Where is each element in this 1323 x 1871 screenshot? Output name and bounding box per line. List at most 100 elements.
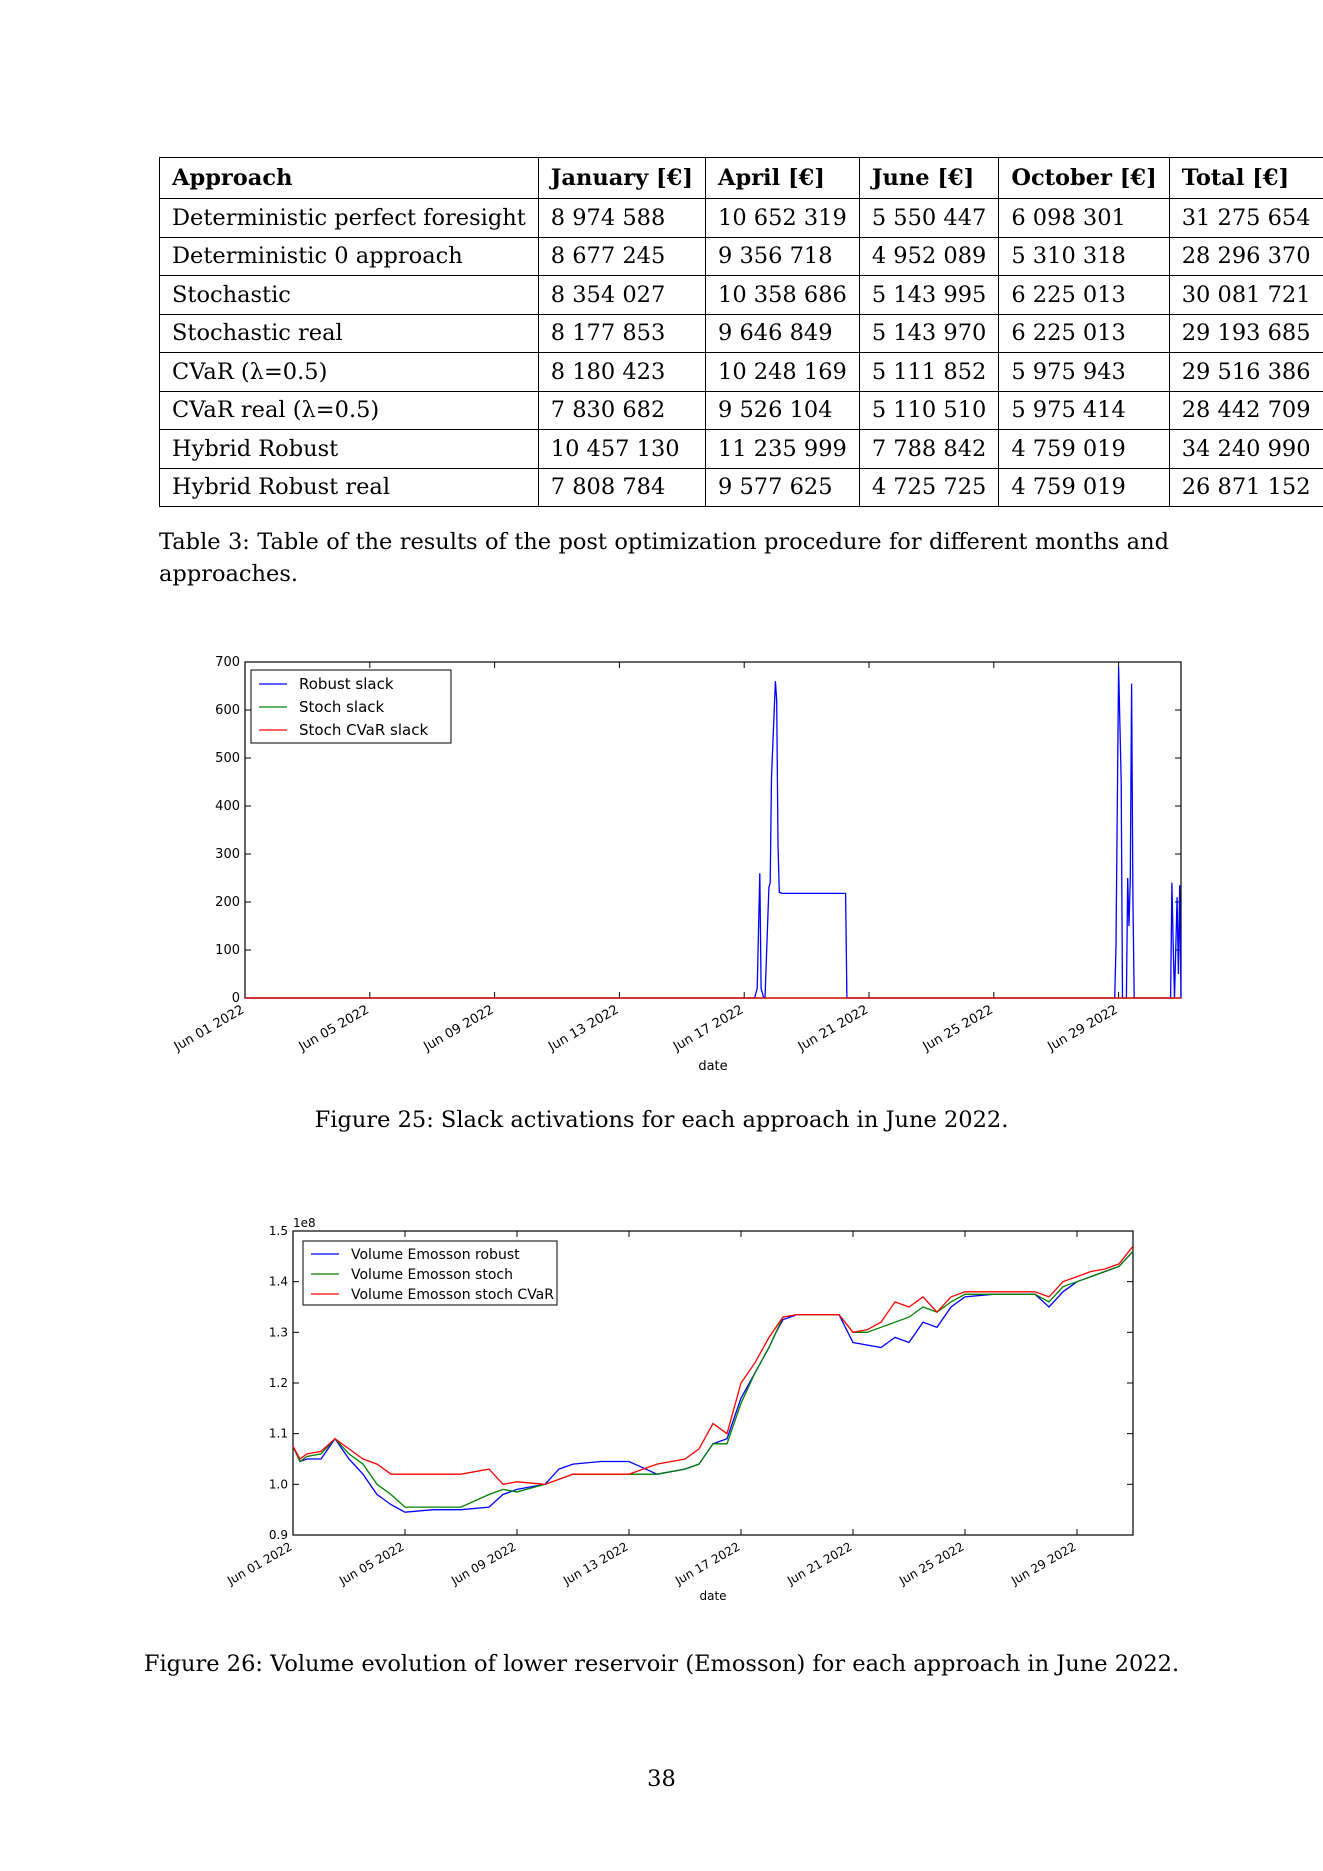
series-line-2: [292, 1245, 1134, 1486]
table-header-cell: April [€]: [705, 157, 860, 199]
x-tick-label: Jun 29 2022: [1008, 1539, 1078, 1588]
figure-26-volume-chart: 0.9 1.0 1.1 1.2 1.3 1.4 1.5 Jun 01 2022 Jun 05 2…: [224, 1216, 1134, 1603]
table-row: Stochastic real 8 177 853 9 646 849 5 143 9…: [159, 313, 1323, 353]
results-table: Approach January [€] April [€] June [€] Octo…: [159, 157, 1323, 507]
approach-cell: Hybrid Robust: [159, 429, 539, 469]
table-row: Hybrid Robust real 7 808 784 9 577 625 4 72…: [159, 467, 1323, 507]
approach-cell: Stochastic: [159, 275, 539, 315]
value-cell: 8 177 853: [537, 313, 707, 353]
approach-cell: Stochastic real: [159, 313, 539, 353]
x-tick-label: Jun 01 2022: [171, 1002, 247, 1055]
value-cell: 5 975 943: [998, 352, 1170, 392]
table-header-cell: October [€]: [998, 157, 1170, 199]
x-tick-label: Jun 21 2022: [784, 1539, 854, 1588]
x-tick-label: Jun 29 2022: [1045, 1002, 1121, 1055]
legend: Robust slack Stoch slack Stoch CVaR slack: [250, 669, 452, 744]
value-cell: 4 952 089: [858, 236, 1000, 276]
value-cell: 8 180 423: [537, 352, 707, 392]
x-tick-label: Jun 25 2022: [896, 1539, 966, 1588]
value-cell: 5 143 995: [858, 275, 1000, 315]
approach-cell: CVaR (λ=0.5): [159, 352, 539, 392]
series-line-1: [292, 1250, 1134, 1508]
y-tick-label: 700: [215, 655, 240, 670]
y-tick-label: 1.5: [269, 1224, 288, 1238]
value-cell: 7 788 842: [858, 429, 1000, 469]
table-header-row: Approach January [€] April [€] June [€] Octo…: [159, 157, 1323, 199]
y-scale-label: 1e8: [293, 1216, 316, 1230]
x-axis-label: date: [699, 1589, 726, 1603]
figure-25-caption: Figure 25: Slack activations for each ap…: [314, 1107, 1009, 1133]
legend-label: Volume Emosson stoch CVaR: [351, 1287, 554, 1303]
x-tick-label: Jun 17 2022: [670, 1002, 746, 1055]
table-header-cell: Total [€]: [1168, 157, 1323, 199]
value-cell: 4 759 019: [998, 429, 1170, 469]
value-cell: 5 143 970: [858, 313, 1000, 353]
value-cell: 4 759 019: [998, 467, 1170, 507]
page-number: 38: [647, 1766, 676, 1792]
value-cell: 6 225 013: [998, 313, 1170, 353]
x-tick-label: Jun 01 2022: [224, 1539, 294, 1588]
figure-26-caption: Figure 26: Volume evolution of lower res…: [143, 1651, 1180, 1677]
value-cell: 6 225 013: [998, 275, 1170, 315]
value-cell: 5 111 852: [858, 352, 1000, 392]
value-cell: 11 235 999: [705, 429, 860, 469]
table-row: Deterministic 0 approach 8 677 245 9 356 7…: [159, 236, 1323, 276]
x-tick-label: Jun 17 2022: [672, 1539, 742, 1588]
value-cell: 29 516 386: [1168, 352, 1323, 392]
value-cell: 9 577 625: [705, 467, 860, 507]
legend-label: Stoch CVaR slack: [299, 721, 428, 739]
table-header-cell: January [€]: [537, 157, 707, 199]
value-cell: 8 354 027: [537, 275, 707, 315]
y-tick-label: 1.4: [269, 1275, 288, 1289]
legend: Volume Emosson robust Volume Emosson stoc…: [302, 1240, 558, 1306]
value-cell: 5 975 414: [998, 390, 1170, 430]
y-tick-label: 500: [215, 751, 240, 766]
x-tick-label: Jun 13 2022: [560, 1539, 630, 1588]
y-tick-label: 0.9: [269, 1528, 288, 1542]
value-cell: 9 526 104: [705, 390, 860, 430]
y-tick-label: 300: [215, 847, 240, 862]
value-cell: 7 830 682: [537, 390, 707, 430]
value-cell: 31 275 654: [1168, 198, 1323, 238]
table-row: Stochastic 8 354 027 10 358 686 5 143 995 6 …: [159, 275, 1323, 315]
value-cell: 26 871 152: [1168, 467, 1323, 507]
legend-label: Volume Emosson stoch: [351, 1267, 513, 1283]
x-tick-label: Jun 09 2022: [421, 1002, 497, 1055]
value-cell: 7 808 784: [537, 467, 707, 507]
value-cell: 10 358 686: [705, 275, 860, 315]
y-tick-label: 400: [215, 799, 240, 814]
x-tick-label: Jun 21 2022: [795, 1002, 871, 1055]
value-cell: 5 550 447: [858, 198, 1000, 238]
value-cell: 10 457 130: [537, 429, 707, 469]
table-body: Deterministic perfect foresight 8 974 588…: [159, 198, 1323, 507]
legend-label: Stoch slack: [299, 698, 385, 716]
value-cell: 9 646 849: [705, 313, 860, 353]
y-tick-label: 1.2: [269, 1376, 288, 1390]
x-tick-label: Jun 05 2022: [336, 1539, 406, 1588]
x-tick-label: Jun 13 2022: [545, 1002, 621, 1055]
value-cell: 28 296 370: [1168, 236, 1323, 276]
figure-25-slack-chart: 0 100 200 300 400 500 600 700 Jun 01 2022 Jun 05 …: [171, 655, 1182, 1074]
value-cell: 28 442 709: [1168, 390, 1323, 430]
y-tick-label: 100: [215, 943, 240, 958]
table-row: Deterministic perfect foresight 8 974 588…: [159, 198, 1323, 238]
value-cell: 30 081 721: [1168, 275, 1323, 315]
approach-cell: CVaR real (λ=0.5): [159, 390, 539, 430]
approach-cell: Hybrid Robust real: [159, 467, 539, 507]
value-cell: 6 098 301: [998, 198, 1170, 238]
table-header-cell: June [€]: [858, 157, 1000, 199]
y-tick-label: 600: [215, 703, 240, 718]
value-cell: 4 725 725: [858, 467, 1000, 507]
value-cell: 9 356 718: [705, 236, 860, 276]
approach-cell: Deterministic perfect foresight: [159, 198, 539, 238]
table-row: CVaR (λ=0.5) 8 180 423 10 248 169 5 111 852…: [159, 352, 1323, 392]
value-cell: 8 974 588: [537, 198, 707, 238]
x-axis-label: date: [698, 1059, 727, 1074]
value-cell: 29 193 685: [1168, 313, 1323, 353]
table-row: CVaR real (λ=0.5) 7 830 682 9 526 104 5 110…: [159, 390, 1323, 430]
y-tick-label: 0: [232, 991, 240, 1006]
table-row: Hybrid Robust 10 457 130 11 235 999 7 788 8…: [159, 429, 1323, 469]
x-tick-label: Jun 05 2022: [296, 1002, 372, 1055]
table-caption: Table 3: Table of the results of the pos…: [159, 529, 1169, 587]
